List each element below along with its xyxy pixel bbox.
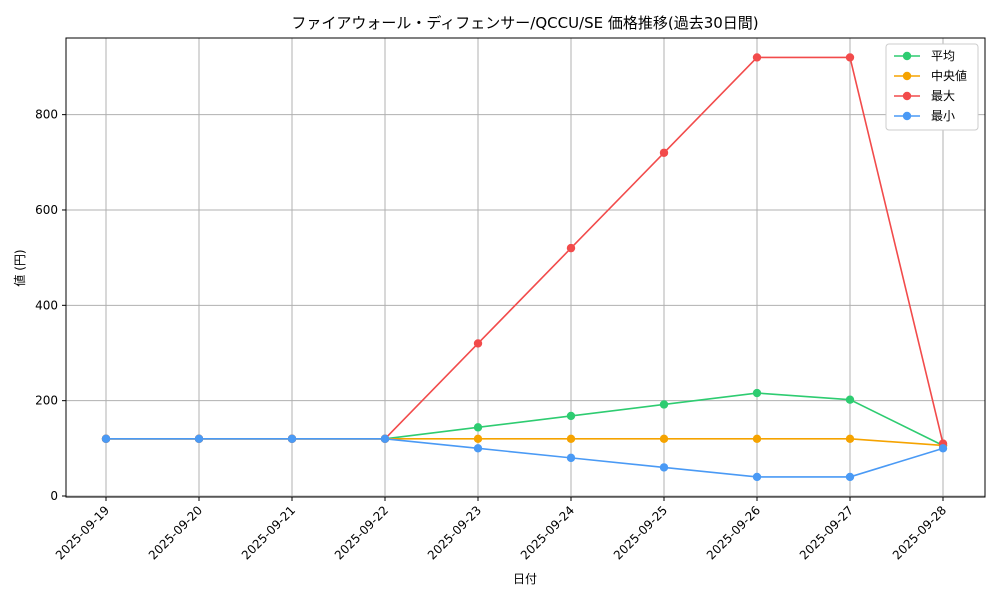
grid-lines [66,38,985,497]
legend-label: 最小 [931,109,955,123]
data-point [566,411,576,421]
y-tick-label: 600 [35,203,58,217]
data-point [938,444,948,453]
legend-label: 中央値 [931,68,967,83]
data-point [752,388,762,398]
data-point [566,453,576,463]
data-point [287,434,297,443]
data-point [752,53,762,62]
y-axis-ticks: 0 200 400 600 800 [35,108,66,503]
data-point [566,243,576,253]
series-layer [101,53,948,482]
y-axis-label: 値 (円) [12,249,27,286]
data-point [380,434,390,443]
legend-marker [902,91,912,101]
y-tick-label: 800 [35,108,58,122]
data-point [473,423,483,432]
data-point [101,434,111,443]
legend-box [885,43,979,131]
y-tick-label: 400 [35,298,58,312]
data-point [659,148,669,157]
data-point [845,395,855,404]
data-point [566,434,576,443]
data-point [659,434,669,443]
data-point [659,463,669,472]
series-line [106,437,944,478]
x-axis-label: 日付 [513,572,537,586]
legend-marker [902,51,912,61]
data-point [473,434,483,443]
data-point [752,434,762,443]
legend-label: 平均 [931,49,955,63]
legend-marker [902,71,912,81]
data-point [473,339,483,348]
data-point [194,434,204,443]
data-point [752,472,762,482]
series-3 [101,434,948,482]
data-point [845,434,855,443]
y-tick-label: 200 [35,394,58,408]
y-tick-label: 0 [50,489,58,503]
chart-title: ファイアウォール・ディフェンサー/QCCU/SE 価格推移(過去30日間) [291,14,758,32]
data-point [473,444,483,453]
legend-label: 最大 [931,89,955,103]
data-point [659,400,669,409]
data-point [845,53,855,62]
legend-marker [902,111,912,121]
data-point [845,472,855,482]
plot-frame [65,37,986,498]
